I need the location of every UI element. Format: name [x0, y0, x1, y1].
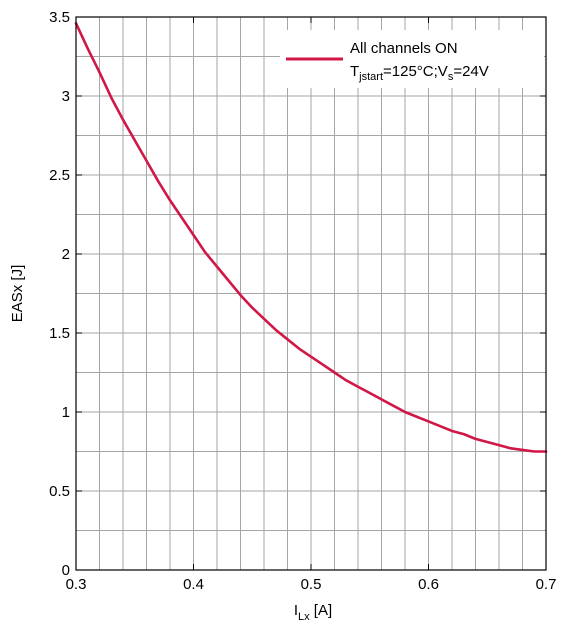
tick-labels: 0.3 0.4 0.5 0.6 0.7 0 0.5 1 1.5 2 2.5 3 3.5	[49, 9, 556, 593]
y-tick-label: 3.5	[49, 9, 70, 26]
legend-temp-text: =125°C;V	[383, 63, 448, 80]
legend-t-symbol: T	[350, 63, 359, 80]
x-tick-label: 0.7	[536, 576, 557, 593]
y-tick-label: 0	[62, 562, 70, 579]
y-tick-label: 0.5	[49, 483, 70, 500]
y-tick-label: 2	[62, 246, 70, 263]
ticks	[75, 16, 547, 571]
legend-series-label: All channels ON	[350, 40, 458, 57]
x-tick-label: 0.3	[66, 576, 87, 593]
series-line	[74, 22, 548, 453]
legend-v-subscript: s	[448, 71, 454, 83]
x-axis-label-subscript: Lx	[298, 611, 310, 623]
legend-series-conditions: Tjstart=125°C;Vs=24V	[350, 63, 489, 83]
x-tick-label: 0.4	[183, 576, 204, 593]
series-layer	[74, 22, 548, 453]
legend: All channels ON Tjstart=125°C;Vs=24V	[280, 30, 544, 88]
x-tick-label: 0.5	[301, 576, 322, 593]
y-tick-label: 1.5	[49, 325, 70, 342]
x-axis-label-symbol: I	[294, 602, 298, 619]
legend-voltage-text: =24V	[453, 63, 488, 80]
grid	[76, 17, 546, 570]
y-tick-label: 1	[62, 404, 70, 421]
legend-t-subscript: jstart	[358, 71, 383, 83]
x-axis-label-unit: [A]	[310, 602, 333, 619]
y-axis-label: EASx [J]	[9, 265, 26, 323]
y-tick-label: 2.5	[49, 167, 70, 184]
y-tick-label: 3	[62, 88, 70, 105]
x-axis-label: ILx [A]	[294, 602, 332, 623]
x-tick-label: 0.6	[418, 576, 439, 593]
